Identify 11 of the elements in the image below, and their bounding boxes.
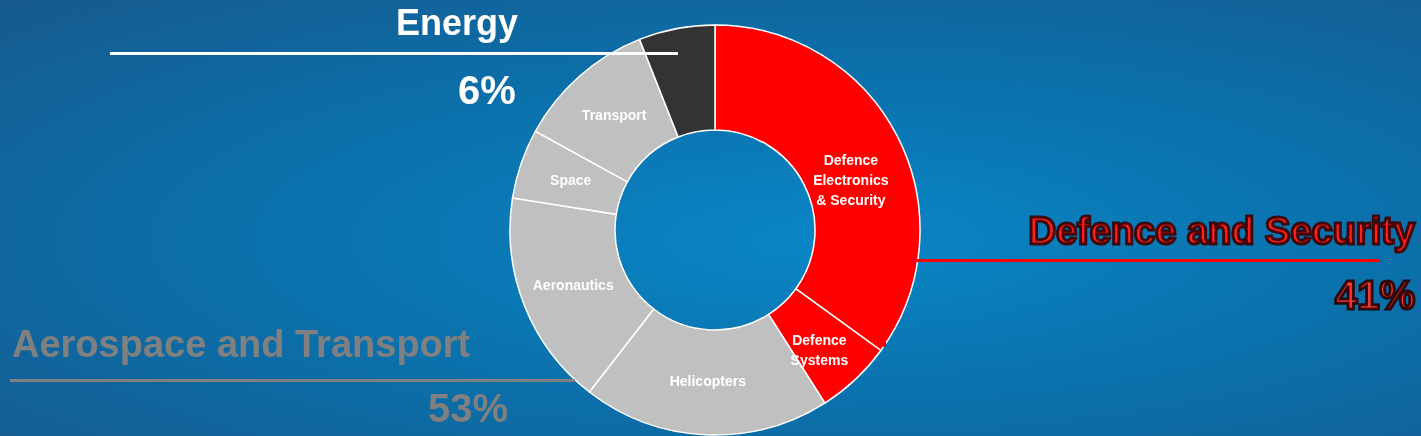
text: Aerospace and Transport <box>12 323 471 365</box>
text: 41% <box>1334 273 1415 317</box>
slice-label: Defence Electronics & Security <box>813 151 889 208</box>
slice-label: Aeronautics <box>532 277 614 294</box>
slice-label: Transport <box>581 106 647 123</box>
slice-label: Helicopters <box>669 373 747 390</box>
text: 6% <box>458 68 516 112</box>
slice-label: Space <box>550 171 592 188</box>
text: 53% <box>427 386 509 430</box>
text: Defence and Security <box>1028 210 1415 252</box>
text: Energy <box>395 2 519 43</box>
